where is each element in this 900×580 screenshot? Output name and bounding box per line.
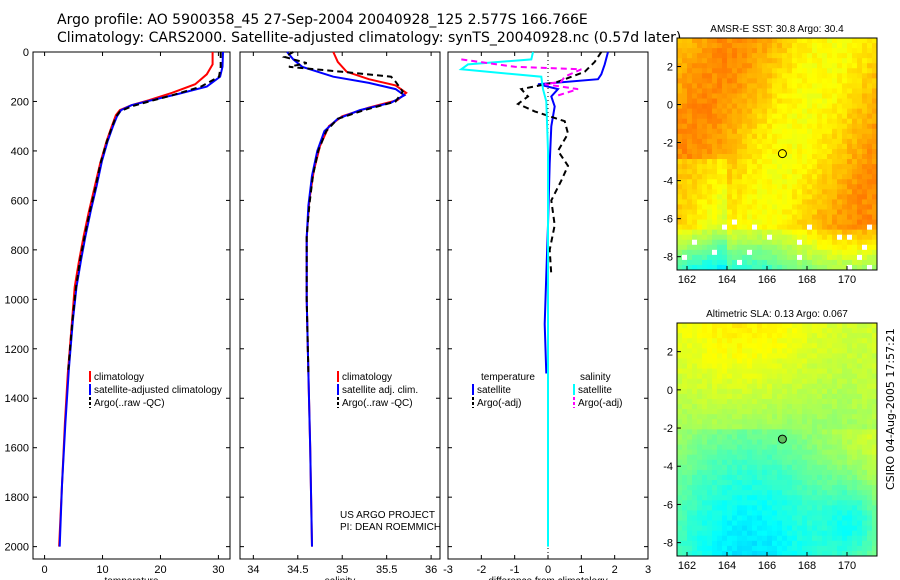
sst-map-ytick-label: -2 — [663, 138, 673, 150]
csiro-timestamp: CSIRO 04-Aug-2005 17:57:21 — [884, 328, 897, 490]
sst-map-title: AMSR-E SST: 30.8 Argo: 30.4 — [710, 24, 844, 35]
temp-legend-0-label: climatology — [94, 372, 144, 383]
temp-xtick-label: 0 — [42, 564, 48, 576]
sal-legend-0-label: climatology — [342, 372, 392, 383]
temp-ytick-label: 1400 — [5, 393, 29, 405]
sla-map-xtick-label: 162 — [678, 560, 696, 572]
sst-map-xtick-label: 162 — [678, 274, 696, 286]
sst-map-xtick-label: 166 — [758, 274, 776, 286]
sst-map-ytick-label: -6 — [663, 214, 673, 226]
sst-map-ytick-label: 0 — [667, 100, 673, 112]
sla-map-field — [677, 323, 878, 557]
temp-ytick-label: 200 — [11, 96, 29, 108]
temp-ytick-label: 2000 — [5, 542, 29, 554]
sla-map-xtick-label: 170 — [838, 560, 856, 572]
sst-map-ytick-label: 2 — [667, 62, 673, 74]
sst-map-xtick-label: 168 — [798, 274, 816, 286]
diff-xtick-label: -3 — [443, 564, 453, 576]
diff-legend-right-head: salinity — [580, 372, 611, 383]
diff-xtick-label: 1 — [578, 564, 584, 576]
diff-series-temperature-satellite — [537, 51, 609, 374]
sst-map-ytick-label: -8 — [663, 252, 673, 264]
temp-plot-frame — [32, 51, 231, 560]
sla-map-ytick-label: -4 — [663, 461, 673, 473]
sla-map-ytick-label: 0 — [667, 385, 673, 397]
sal-xtick-label: 34.5 — [287, 564, 308, 576]
diff-xtick-label: -2 — [476, 564, 486, 576]
temp-xtick-label: 10 — [96, 564, 108, 576]
temp-ytick-label: 800 — [11, 245, 29, 257]
sla-map-xtick-label: 164 — [718, 560, 736, 572]
diff-xtick-label: 2 — [612, 564, 618, 576]
temp-xtick-label: 20 — [154, 564, 166, 576]
sla-float-marker — [777, 434, 787, 444]
sla-map-xtick-label: 166 — [758, 560, 776, 572]
temp-ytick-label: 600 — [11, 195, 29, 207]
sal-annotation-0: US ARGO PROJECT — [340, 510, 435, 521]
sla-map-frame — [676, 322, 878, 557]
temp-xtick-label: 30 — [212, 564, 224, 576]
diff-series-temperature-argo-adj- — [516, 51, 603, 275]
sst-map-ytick-label: -4 — [663, 176, 673, 188]
sst-map-xtick-label: 170 — [838, 274, 856, 286]
sal-xtick-label: 35 — [336, 564, 348, 576]
diff-legend-right-2-label: Argo(-adj) — [578, 398, 622, 409]
sst-map-xtick-label: 164 — [718, 274, 736, 286]
sla-map-ytick-label: -6 — [663, 499, 673, 511]
diff-xtick-label: 0 — [545, 564, 551, 576]
sal-legend-1-label: satellite adj. clim. — [342, 385, 418, 396]
temp-series-argo-raw-qc- — [67, 52, 222, 370]
sal-legend-2-label: Argo(..raw -QC) — [342, 398, 413, 409]
sla-map-ytick-label: -8 — [663, 538, 673, 550]
sal-annotation-1: PI: DEAN ROEMMICH — [340, 522, 441, 533]
sla-map-ytick-label: -2 — [663, 423, 673, 435]
sla-map-xtick-label: 168 — [798, 560, 816, 572]
diff-legend-left-2-label: Argo(-adj) — [477, 398, 521, 409]
sst-map-frame — [676, 37, 878, 271]
temp-ytick-label: 1000 — [5, 294, 29, 306]
diff-series-salinity-argo-adj- — [461, 58, 582, 98]
temp-ytick-label: 0 — [23, 47, 29, 59]
sst-map-field — [677, 38, 878, 271]
temp-legend-1-label: satellite-adjusted climatology — [94, 385, 222, 396]
temp-xlabel: temperature — [105, 576, 159, 580]
temp-ytick-label: 1800 — [5, 492, 29, 504]
figure-title-line2: Climatology: CARS2000. Satellite-adjuste… — [57, 30, 682, 46]
diff-legend-left-head: temperature — [481, 372, 535, 383]
temp-ytick-label: 1200 — [5, 344, 29, 356]
temp-legend-2-label: Argo(..raw -QC) — [94, 398, 165, 409]
sal-plot-frame — [239, 51, 441, 560]
sla-map-title: Altimetric SLA: 0.13 Argo: 0.067 — [706, 309, 848, 320]
figure-title-line1: Argo profile: AO 5900358_45 27-Sep-2004 … — [57, 12, 588, 28]
temp-ytick-label: 400 — [11, 146, 29, 158]
sla-map-ytick-label: 2 — [667, 347, 673, 359]
diff-xtick-label: -1 — [510, 564, 520, 576]
sal-xtick-label: 36 — [425, 564, 437, 576]
diff-xlabel: difference from climatology — [488, 576, 607, 580]
diff-legend-right-1-label: satellite — [578, 385, 612, 396]
diff-series-salinity-satellite — [458, 51, 549, 547]
sal-xtick-label: 35.5 — [376, 564, 397, 576]
temp-ytick-label: 1600 — [5, 443, 29, 455]
sal-xlabel: salinity — [325, 576, 356, 580]
sal-series-argo-raw-qc- — [281, 51, 404, 374]
sst-float-marker — [777, 149, 787, 159]
diff-legend-left-1-label: satellite — [477, 385, 511, 396]
sal-xtick-label: 34 — [247, 564, 259, 576]
diff-xtick-label: 3 — [645, 564, 651, 576]
